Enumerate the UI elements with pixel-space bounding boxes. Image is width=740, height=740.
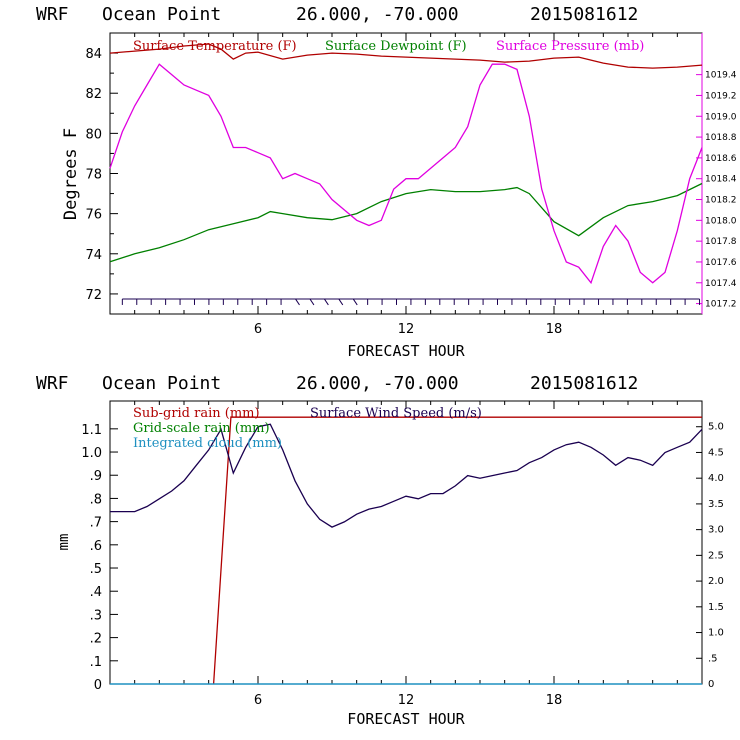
header-location-1: Ocean Point	[102, 4, 221, 25]
header-model-1: WRF	[36, 4, 69, 25]
y-tick-label: 0	[94, 678, 102, 693]
header-run-1: 2015081612	[530, 4, 638, 25]
header-model-2: WRF	[36, 373, 69, 394]
y2-tick-label: 5.0	[708, 422, 724, 433]
y-axis-label-1: Degrees F	[61, 128, 81, 220]
wind-barb	[295, 298, 300, 306]
wind-barb	[338, 298, 344, 306]
x-tick-label: 12	[398, 322, 415, 337]
y2-tick-label: 1018.2	[705, 196, 737, 206]
header-run-2: 2015081612	[530, 373, 638, 394]
y-tick-label: 80	[85, 127, 102, 142]
y2-tick-label: 2.0	[708, 576, 724, 587]
y-tick-label: 82	[85, 87, 102, 102]
x-tick-label: 18	[546, 322, 563, 337]
legend-wind-speed: Surface Wind Speed (m/s)	[310, 406, 482, 421]
header-coords-2: 26.000, -70.000	[296, 373, 459, 394]
y-tick-label: .6	[90, 539, 102, 554]
header-coords-1: 26.000, -70.000	[296, 4, 459, 25]
y2-tick-label: 1018.4	[705, 175, 737, 185]
y2-tick-label: 4.5	[708, 447, 724, 458]
y-tick-label: 1.0	[81, 446, 102, 461]
plot-frame-1	[109, 32, 703, 315]
y-axis-label-2: mm	[56, 534, 72, 551]
legend-dewpoint: Surface Dewpoint (F)	[325, 39, 467, 54]
y-tick-label: .9	[90, 469, 102, 484]
y-tick-label: .3	[90, 608, 102, 623]
y2-tick-label: 1019.4	[705, 71, 737, 81]
temperature-line	[109, 43, 703, 69]
legend-temperature: Surface Temperature (F)	[133, 39, 297, 54]
y-tick-label: 72	[85, 288, 102, 303]
y2-tick-label: 1017.6	[705, 258, 737, 268]
legend-gridscale-rain: Grid-scale rain (mm)	[133, 421, 270, 436]
legend-integrated-cloud: Integrated cloud (mm)	[133, 436, 282, 451]
y-tick-label: 84	[85, 47, 102, 62]
wind-speed-line	[110, 423, 703, 528]
x-axis-label-2: FORECAST HOUR	[347, 710, 465, 728]
pressure-line	[109, 63, 703, 285]
y2-tick-label: 1017.8	[705, 237, 737, 247]
y2-tick-label: 1.0	[708, 628, 724, 639]
y-tick-label: .2	[90, 632, 102, 647]
subgrid-rain-line	[212, 416, 702, 685]
wind-barb	[323, 298, 329, 306]
header-location-2: Ocean Point	[102, 373, 221, 394]
y-tick-label: .7	[90, 516, 102, 531]
y-tick-label: 76	[85, 208, 102, 223]
y2-tick-label: .5	[708, 653, 718, 664]
y2-tick-label: 1017.4	[705, 279, 737, 289]
y2-tick-label: 1019.0	[705, 112, 737, 122]
dewpoint-line	[109, 182, 703, 263]
y2-tick-label: 3.5	[708, 499, 724, 510]
x-axis-label-1: FORECAST HOUR	[347, 342, 465, 360]
y2-tick-label: 0	[708, 679, 714, 690]
wind-barb	[309, 298, 315, 306]
y2-tick-label: 2.5	[708, 550, 724, 561]
y2-tick-label: 1019.2	[705, 91, 737, 101]
legend-pressure: Surface Pressure (mb)	[496, 39, 644, 54]
y-tick-label: .8	[90, 492, 102, 507]
y-tick-label: .1	[90, 655, 102, 670]
y2-tick-label: 1017.2	[705, 300, 737, 310]
y2-tick-label: 1.5	[708, 602, 724, 613]
y2-tick-label: 3.0	[708, 525, 724, 536]
legend-subgrid-rain: Sub-grid rain (mm)	[133, 406, 260, 421]
y-tick-label: 1.1	[81, 423, 102, 438]
x-tick-label: 6	[254, 322, 262, 337]
y-tick-label: .4	[90, 585, 102, 600]
y2-tick-label: 1018.0	[705, 216, 737, 226]
y2-tick-label: 4.0	[708, 473, 724, 484]
x-tick-label: 18	[546, 693, 563, 708]
y-tick-label: .5	[90, 562, 102, 577]
y-tick-label: 74	[85, 248, 102, 263]
x-tick-label: 6	[254, 693, 262, 708]
y-tick-label: 78	[85, 168, 102, 183]
x-tick-label: 12	[398, 693, 415, 708]
y2-tick-label: 1018.8	[705, 133, 737, 143]
wind-barb	[352, 298, 358, 306]
y2-tick-label: 1018.6	[705, 154, 737, 164]
